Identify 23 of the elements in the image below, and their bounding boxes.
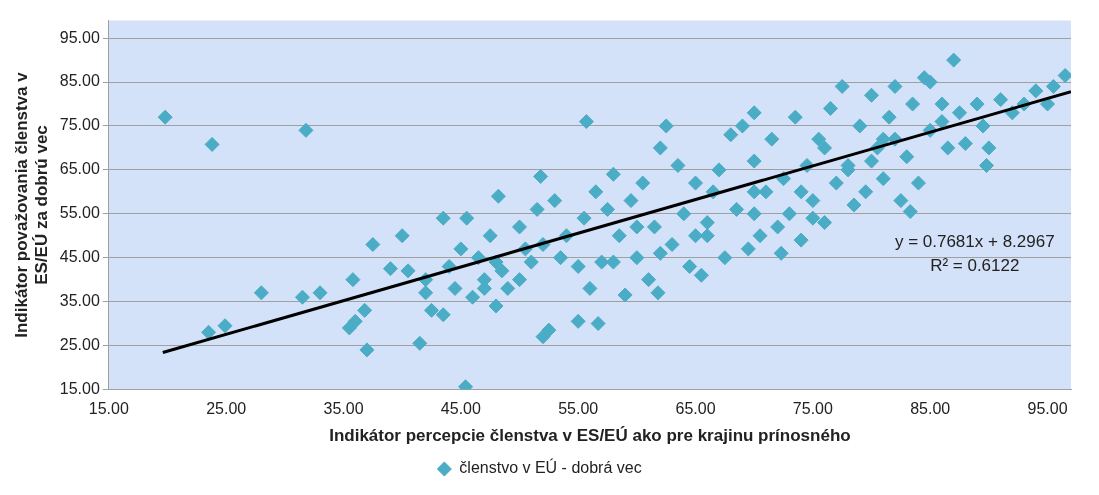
y-tick-label: 75.00 (59, 116, 100, 134)
y-tick-label: 35.00 (59, 292, 100, 309)
y-tick-label: 25.00 (59, 335, 100, 353)
x-tick-label: 25.00 (206, 400, 247, 418)
annotation: y = 0.7681x + 8.2967 (894, 231, 1055, 251)
y-tick-label: 15.00 (59, 379, 100, 397)
x-tick-label: 45.00 (440, 400, 481, 418)
x-tick-label: 35.00 (323, 400, 364, 418)
y-tick-label: 65.00 (59, 160, 100, 178)
x-axis-title: Indikátor percepcie členstva v ES/EÚ ako pre krajinu prínosného (329, 426, 851, 446)
y-tick-label: 95.00 (59, 28, 100, 46)
x-tick-label: 85.00 (910, 400, 951, 418)
annotation: R² = 0.6122 (930, 255, 1020, 275)
legend-label: členstvo v EÚ - dobrá vec (459, 458, 642, 477)
y-tick-label: 55.00 (59, 204, 100, 222)
x-tick-label: 65.00 (675, 400, 716, 418)
x-tick-label: 75.00 (792, 400, 833, 418)
x-tick-label: 95.00 (1027, 400, 1068, 418)
x-tick-label: 15.00 (88, 400, 129, 418)
y-tick-label: 85.00 (59, 72, 100, 90)
x-tick-label: 55.00 (558, 400, 599, 418)
y-tick-label: 45.00 (59, 248, 100, 266)
y-axis-title: Indikátor považovania členstva v ES/EÚ za dobrú vec (11, 71, 52, 338)
